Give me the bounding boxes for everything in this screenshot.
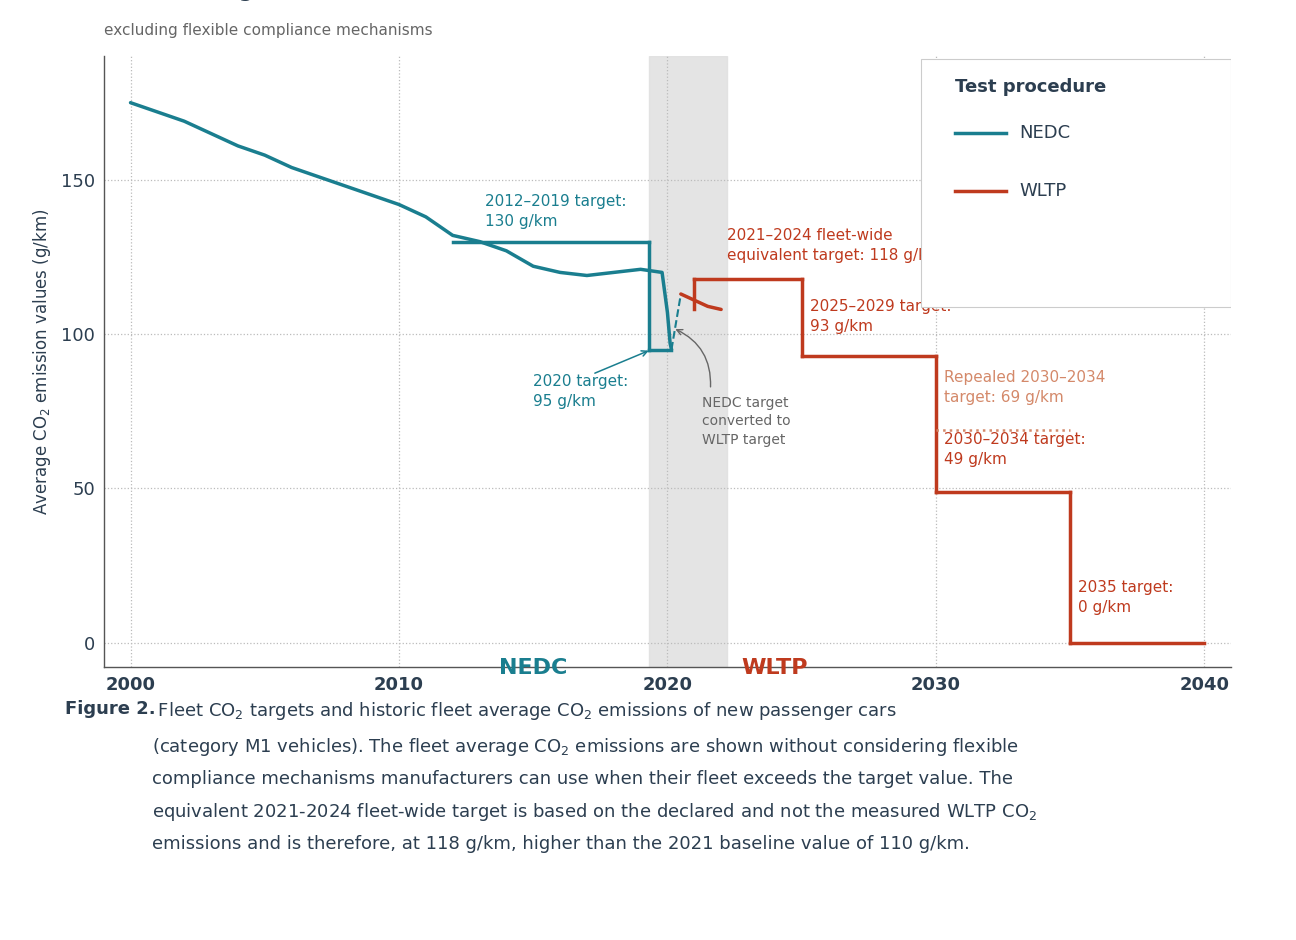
Text: 2030–2034 target:
49 g/km: 2030–2034 target: 49 g/km [943, 432, 1086, 467]
Text: WLTP: WLTP [741, 658, 809, 678]
FancyBboxPatch shape [921, 59, 1231, 307]
Text: NEDC: NEDC [1019, 124, 1070, 142]
Y-axis label: Average CO$_2$ emission values (g/km): Average CO$_2$ emission values (g/km) [31, 209, 53, 515]
Text: 2025–2029 target:
93 g/km: 2025–2029 target: 93 g/km [810, 299, 951, 334]
Text: 2012–2019 target:
130 g/km: 2012–2019 target: 130 g/km [485, 195, 626, 229]
Text: Figure 2.: Figure 2. [65, 700, 156, 718]
Text: WLTP: WLTP [1019, 181, 1067, 200]
Text: Repealed 2030–2034
target: 69 g/km: Repealed 2030–2034 target: 69 g/km [943, 370, 1105, 405]
Text: Fleet CO$_2$ targets and historic fleet average CO$_2$ emissions of new passenge: Fleet CO$_2$ targets and historic fleet … [152, 700, 1037, 854]
Text: excluding flexible compliance mechanisms: excluding flexible compliance mechanisms [104, 24, 433, 38]
Text: Fleet-average emissions: Fleet-average emissions [104, 0, 391, 2]
Text: NEDC target
converted to
WLTP target: NEDC target converted to WLTP target [702, 396, 791, 446]
Text: Test procedure: Test procedure [955, 78, 1107, 96]
Text: 2020 target:
95 g/km: 2020 target: 95 g/km [533, 374, 629, 409]
Text: 2021–2024 fleet-wide
equivalent target: 118 g/km: 2021–2024 fleet-wide equivalent target: … [727, 228, 941, 263]
Text: NEDC: NEDC [499, 658, 568, 678]
Bar [648, 56, 727, 667]
Text: 2035 target:
0 g/km: 2035 target: 0 g/km [1078, 580, 1174, 615]
